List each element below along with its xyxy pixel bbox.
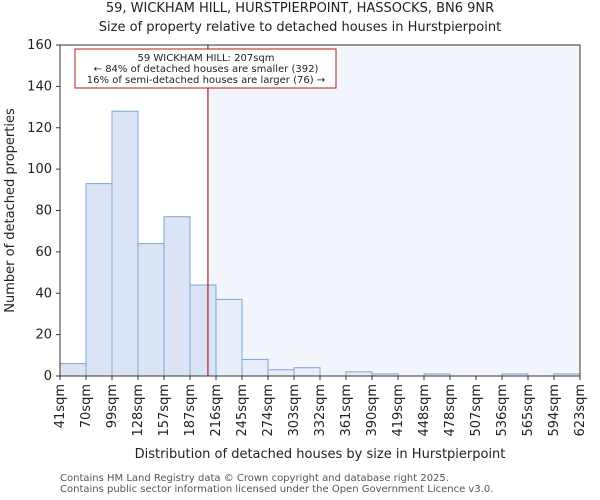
- annotation-line-1: 59 WICKHAM HILL: 207sqm: [138, 53, 275, 64]
- y-tick-label-20: 20: [35, 328, 52, 343]
- x-tick-label-303sqm: 303sqm: [287, 384, 302, 437]
- annotation-line-2: ← 84% of detached houses are smaller (39…: [94, 64, 319, 75]
- x-tick-label-245sqm: 245sqm: [235, 384, 250, 437]
- y-tick-label-60: 60: [35, 245, 52, 260]
- y-tick-label-100: 100: [27, 162, 52, 177]
- larger-region-shade: [207, 45, 580, 376]
- y-tick-label-80: 80: [35, 204, 52, 219]
- x-tick-label-507sqm: 507sqm: [469, 384, 484, 437]
- bar-70sqm: [85, 183, 113, 377]
- x-tick-label-419sqm: 419sqm: [391, 384, 406, 437]
- chart-title: 59, WICKHAM HILL, HURSTPIERPOINT, HASSOC…: [105, 1, 495, 16]
- x-tick-label-390sqm: 390sqm: [365, 384, 380, 437]
- bar-99sqm: [111, 110, 139, 377]
- bar-274sqm: [267, 369, 295, 377]
- x-tick-label-594sqm: 594sqm: [547, 384, 562, 437]
- x-tick-label-41sqm: 41sqm: [53, 384, 68, 428]
- bar-361sqm: [345, 371, 373, 377]
- bar-187sqm: [189, 284, 217, 377]
- annotation-box: [74, 48, 337, 89]
- bar-157sqm: [163, 216, 191, 377]
- bar-41sqm: [59, 363, 87, 377]
- x-tick-label-478sqm: 478sqm: [443, 384, 458, 437]
- x-tick-label-157sqm: 157sqm: [157, 384, 172, 437]
- x-tick-label-70sqm: 70sqm: [79, 384, 94, 428]
- x-tick-label-187sqm: 187sqm: [183, 384, 198, 437]
- y-tick-label-120: 120: [27, 121, 52, 136]
- bar-216sqm: [215, 298, 243, 377]
- y-tick-label-0: 0: [44, 369, 52, 384]
- x-tick-label-128sqm: 128sqm: [131, 384, 146, 437]
- footer-copyright: Contains HM Land Registry data © Crown c…: [60, 473, 449, 484]
- x-axis-title: Distribution of detached houses by size …: [135, 447, 506, 462]
- y-tick-label-40: 40: [35, 286, 52, 301]
- x-tick-label-274sqm: 274sqm: [261, 384, 276, 437]
- bar-245sqm: [241, 358, 269, 377]
- x-tick-label-448sqm: 448sqm: [417, 384, 432, 437]
- x-tick-label-536sqm: 536sqm: [495, 384, 510, 437]
- x-tick-label-565sqm: 565sqm: [521, 384, 536, 437]
- x-tick-label-361sqm: 361sqm: [339, 384, 354, 437]
- x-tick-label-216sqm: 216sqm: [209, 384, 224, 437]
- y-tick-label-140: 140: [27, 79, 52, 94]
- chart-subtitle: Size of property relative to detached ho…: [98, 20, 502, 35]
- y-axis-title: Number of detached properties: [3, 108, 18, 313]
- x-tick-label-623sqm: 623sqm: [573, 384, 588, 437]
- bar-303sqm: [293, 367, 321, 377]
- y-tick-label-160: 160: [27, 38, 52, 53]
- annotation-line-3: 16% of semi-detached houses are larger (…: [87, 75, 325, 86]
- x-tick-label-99sqm: 99sqm: [105, 384, 120, 428]
- x-tick-label-332sqm: 332sqm: [313, 384, 328, 437]
- footer-licence: Contains public sector information licen…: [60, 484, 494, 495]
- bar-128sqm: [137, 243, 165, 377]
